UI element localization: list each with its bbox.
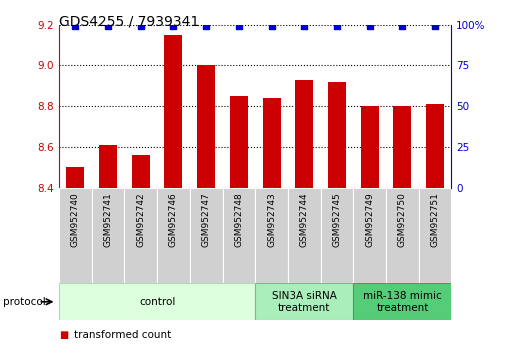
- Text: transformed count: transformed count: [74, 330, 172, 339]
- Bar: [426, 104, 444, 188]
- Point: [71, 24, 80, 29]
- Text: GSM952751: GSM952751: [430, 193, 440, 247]
- Text: GSM952745: GSM952745: [332, 193, 342, 247]
- Bar: [165, 35, 183, 188]
- Point: [235, 24, 243, 29]
- Bar: [190, 188, 223, 283]
- Point: [431, 24, 439, 29]
- Point: [202, 24, 210, 29]
- Point: [300, 24, 308, 29]
- Bar: [321, 188, 353, 283]
- Text: GSM952749: GSM952749: [365, 193, 374, 247]
- Bar: [230, 96, 248, 188]
- Text: GSM952746: GSM952746: [169, 193, 178, 247]
- Bar: [263, 98, 281, 188]
- Text: ■: ■: [59, 330, 68, 339]
- Text: protocol: protocol: [3, 297, 45, 307]
- Text: GSM952747: GSM952747: [202, 193, 211, 247]
- Point: [169, 24, 177, 29]
- Bar: [223, 188, 255, 283]
- Point: [366, 24, 374, 29]
- Text: GSM952748: GSM952748: [234, 193, 243, 247]
- Bar: [288, 188, 321, 283]
- Text: GSM952741: GSM952741: [104, 193, 112, 247]
- Text: miR-138 mimic
treatment: miR-138 mimic treatment: [363, 291, 442, 313]
- Bar: [353, 188, 386, 283]
- Bar: [92, 188, 125, 283]
- Text: GDS4255 / 7939341: GDS4255 / 7939341: [59, 14, 199, 28]
- Bar: [124, 188, 157, 283]
- Bar: [255, 283, 353, 320]
- Bar: [328, 82, 346, 188]
- Bar: [197, 65, 215, 188]
- Bar: [393, 106, 411, 188]
- Bar: [386, 188, 419, 283]
- Bar: [295, 80, 313, 188]
- Text: GSM952742: GSM952742: [136, 193, 145, 247]
- Text: GSM952744: GSM952744: [300, 193, 309, 247]
- Bar: [66, 167, 84, 188]
- Bar: [157, 188, 190, 283]
- Point: [333, 24, 341, 29]
- Bar: [353, 283, 451, 320]
- Bar: [419, 188, 451, 283]
- Point: [267, 24, 275, 29]
- Text: control: control: [139, 297, 175, 307]
- Bar: [99, 145, 117, 188]
- Text: SIN3A siRNA
treatment: SIN3A siRNA treatment: [272, 291, 337, 313]
- Point: [136, 24, 145, 29]
- Point: [104, 24, 112, 29]
- Bar: [255, 188, 288, 283]
- Bar: [132, 155, 150, 188]
- Bar: [361, 106, 379, 188]
- Text: GSM952740: GSM952740: [71, 193, 80, 247]
- Bar: [59, 283, 255, 320]
- Bar: [59, 188, 92, 283]
- Text: GSM952743: GSM952743: [267, 193, 276, 247]
- Text: GSM952750: GSM952750: [398, 193, 407, 247]
- Point: [398, 24, 406, 29]
